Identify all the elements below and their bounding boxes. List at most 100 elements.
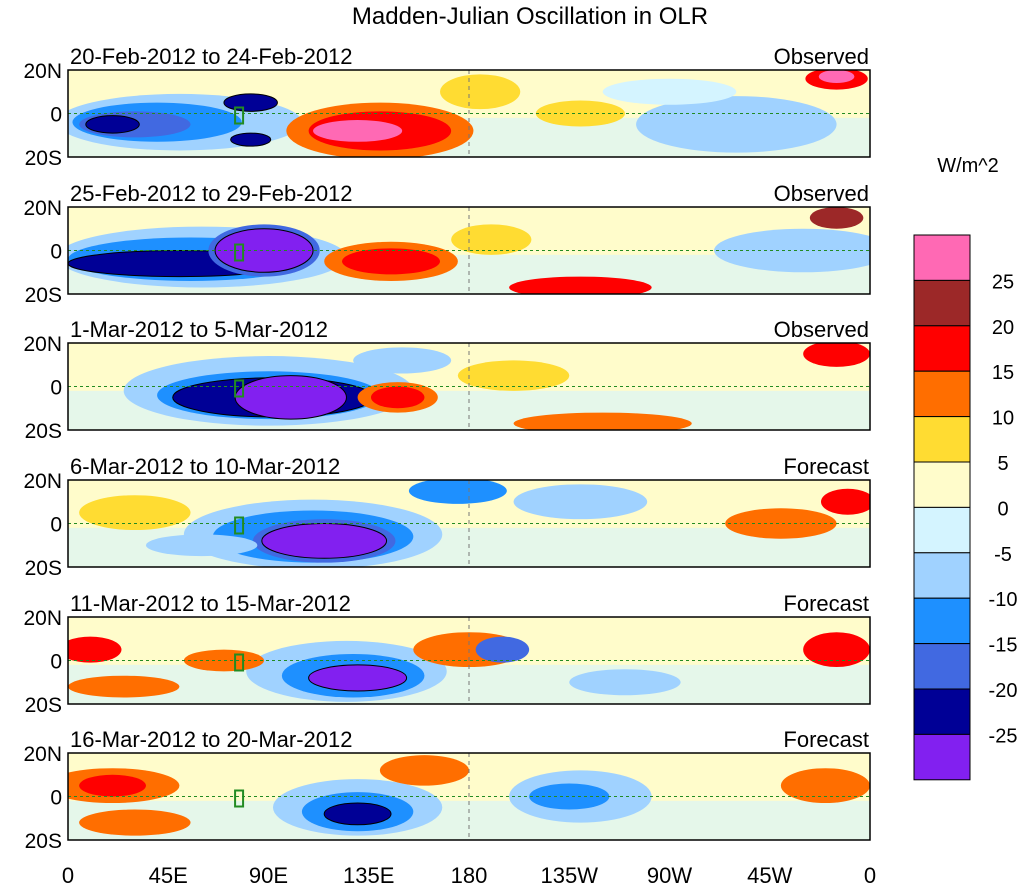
x-tick-label: 90W (647, 863, 692, 887)
colorbar-box (913, 234, 971, 281)
anomaly-contour (308, 664, 408, 692)
colorbar-label: 20 (992, 317, 1014, 339)
map-panel: 16-Mar-2012 to 20-Mar-2012 Forecast 20N 0 20… (23, 727, 871, 853)
anomaly-contour (79, 809, 191, 836)
colorbar-box (913, 506, 971, 554)
y-tick-label: 20N (23, 60, 62, 83)
anomaly-contour (323, 802, 392, 826)
colorbar-box (913, 370, 971, 418)
y-tick-label: 20N (23, 470, 62, 493)
panel-frame (67, 479, 871, 568)
anomaly-contour (408, 480, 507, 504)
sri-lanka-outline (234, 653, 245, 672)
colorbar-label: 0 (997, 498, 1008, 520)
colorbar-label: 15 (992, 362, 1014, 384)
y-tick-label: 20S (25, 830, 62, 853)
panel-frame (67, 206, 871, 295)
colorbar-box (913, 688, 971, 735)
panel-date-range: 6-Mar-2012 to 10-Mar-2012 (70, 454, 340, 479)
y-tick-label: 0 (50, 787, 62, 810)
x-tick-label: 0 (864, 863, 876, 887)
anomaly-contour (440, 74, 521, 110)
colorbar-label: -20 (989, 680, 1018, 702)
map-panel: 6-Mar-2012 to 10-Mar-2012 Forecast 20N 0 20S (23, 454, 871, 580)
anomaly-contour (85, 115, 140, 134)
panel-kind-label: Forecast (783, 591, 869, 616)
anomaly-contour (714, 228, 870, 273)
anomaly-contour (529, 783, 610, 810)
anomaly-contour (230, 132, 272, 147)
anomaly-contour (451, 224, 532, 255)
colorbar-box (913, 643, 971, 690)
panel-frame (67, 616, 871, 705)
panel-frame (67, 752, 871, 841)
anomaly-contour (68, 636, 122, 663)
x-tick-label: 180 (451, 863, 488, 887)
anomaly-contour (342, 248, 441, 275)
y-tick-label: 0 (50, 514, 62, 537)
y-tick-label: 20N (23, 333, 62, 356)
colorbar-label: 10 (992, 408, 1014, 430)
y-tick-label: 0 (50, 104, 62, 127)
x-tick-label: 135W (541, 863, 599, 887)
panel-date-range: 20-Feb-2012 to 24-Feb-2012 (70, 44, 353, 69)
colorbar-box (913, 461, 971, 508)
colorbar-label: 25 (992, 271, 1014, 293)
map-panel: 11-Mar-2012 to 15-Mar-2012 Forecast 20N 0 20… (23, 591, 871, 717)
anomaly-contour (602, 78, 737, 105)
anomaly-contour (234, 375, 347, 420)
colorbar-box (913, 597, 971, 645)
anomaly-contour (803, 343, 870, 367)
map-panel: 20-Feb-2012 to 24-Feb-2012 Observed 20N 0 20… (23, 44, 871, 170)
panel-field (68, 343, 870, 430)
y-tick-label: 20S (25, 147, 62, 170)
anomaly-contour (636, 96, 837, 153)
anomaly-contour (145, 534, 258, 557)
y-tick-label: 0 (50, 241, 62, 264)
anomaly-contour (313, 120, 403, 142)
panel-kind-label: Observed (774, 181, 869, 206)
anomaly-contour (79, 774, 146, 797)
colorbar-label: -10 (989, 589, 1018, 611)
panel-field (68, 70, 870, 157)
panel-kind-label: Observed (774, 44, 869, 69)
colorbar-label: -25 (989, 725, 1018, 747)
colorbar-label: 5 (997, 453, 1008, 475)
anomaly-contour (780, 768, 870, 804)
x-tick-label: 0 (62, 863, 74, 887)
map-panel: 25-Feb-2012 to 29-Feb-2012 Observed 20N 0 20… (23, 181, 871, 307)
anomaly-contour (820, 488, 870, 515)
x-tick-label: 135E (343, 863, 394, 887)
panel-frame (67, 69, 871, 158)
map-panel: 1-Mar-2012 to 5-Mar-2012 Observed 20N 0 20S (23, 317, 871, 443)
sri-lanka-outline (234, 243, 245, 262)
panel-field (68, 753, 870, 840)
anomaly-contour (370, 386, 425, 409)
panel-frame (67, 342, 871, 431)
colorbar-box (913, 279, 971, 327)
anomaly-contour (725, 508, 837, 539)
colorbar-box (913, 552, 971, 599)
panel-kind-label: Observed (774, 317, 869, 342)
panel-field (68, 480, 870, 567)
y-tick-label: 0 (50, 651, 62, 674)
y-tick-label: 20N (23, 743, 62, 766)
y-tick-label: 20S (25, 557, 62, 580)
y-tick-label: 20N (23, 197, 62, 220)
panel-date-range: 1-Mar-2012 to 5-Mar-2012 (70, 317, 328, 342)
colorbar-label: -5 (994, 544, 1012, 566)
x-tick-label: 45W (747, 863, 792, 887)
anomaly-contour (457, 360, 570, 391)
sri-lanka-outline (234, 379, 245, 398)
colorbar-box (913, 733, 971, 781)
panel-field (68, 207, 870, 294)
sri-lanka-outline (234, 106, 245, 125)
sri-lanka-outline (234, 516, 245, 535)
colorbar-box (913, 325, 971, 372)
panel-kind-label: Forecast (783, 454, 869, 479)
colorbar-label: -15 (989, 635, 1018, 657)
anomaly-contour (818, 70, 855, 84)
anomaly-contour (261, 523, 388, 559)
panel-date-range: 11-Mar-2012 to 15-Mar-2012 (70, 591, 351, 616)
